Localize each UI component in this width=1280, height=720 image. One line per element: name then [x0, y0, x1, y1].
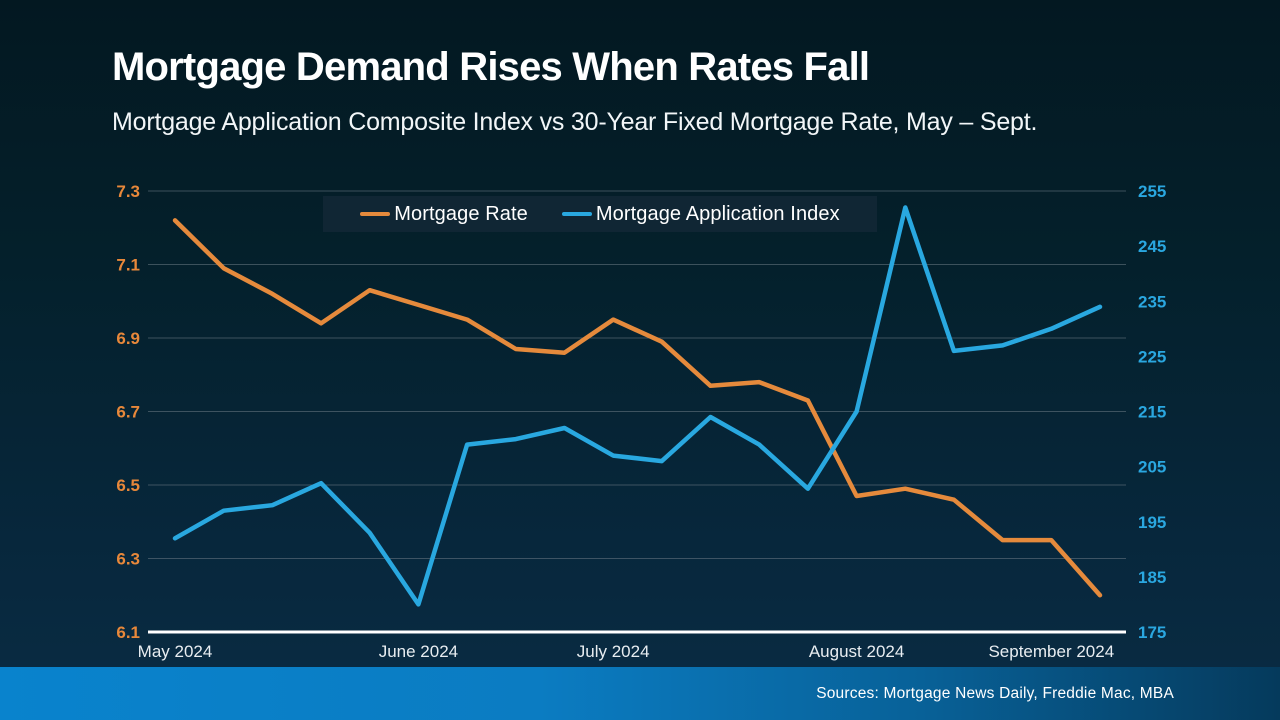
y-axis-left-tick-label: 6.9 — [116, 329, 140, 348]
y-axis-left-tick-label: 7.1 — [116, 256, 140, 275]
legend-item-mortgage-rate: Mortgage Rate — [360, 203, 528, 226]
x-axis-tick-label: June 2024 — [379, 642, 458, 661]
source-bar: Sources: Mortgage News Daily, Freddie Ma… — [0, 667, 1280, 720]
legend-label-mortgage-application-index: Mortgage Application Index — [595, 202, 840, 225]
y-axis-left-tick-label: 7.3 — [116, 182, 140, 201]
y-axis-right-tick-label: 205 — [1138, 458, 1166, 477]
mortgage-rate-line — [172, 218, 1103, 598]
x-axis-tick-label: May 2024 — [138, 642, 213, 661]
y-axis-right-tick-label: 195 — [1138, 513, 1166, 532]
y-axis-left-tick-label: 6.5 — [116, 476, 140, 495]
y-axis-left-tick-label: 6.7 — [116, 403, 140, 422]
x-axis-tick-label: July 2024 — [577, 642, 650, 661]
chart-legend: Mortgage Rate Mortgage Application Index — [323, 196, 877, 232]
y-axis-right-tick-label: 245 — [1138, 237, 1166, 256]
line-chart: 7.3 7.1 6.9 6.7 6.5 6.3 6.1 255 245 235 225 215 205 1… — [116, 182, 1166, 661]
y-axis-right-tick-label: 255 — [1138, 182, 1166, 201]
mortgage-rate-line-swatch — [360, 211, 391, 217]
x-axis-tick-label: August 2024 — [809, 642, 904, 661]
y-axis-right-tick-label: 175 — [1138, 623, 1166, 642]
source-note: Sources: Mortgage News Daily, Freddie Ma… — [816, 684, 1174, 702]
mortgage-application-index-line — [172, 205, 1103, 607]
y-axis-right-tick-label: 235 — [1138, 292, 1166, 311]
x-axis-tick-label: September 2024 — [988, 642, 1114, 661]
page-subtitle: Mortgage Application Composite Index vs … — [112, 108, 1038, 136]
legend-item-mortgage-application-index: Mortgage Application Index — [561, 202, 840, 226]
y-axis-left-tick-label: 6.3 — [116, 550, 140, 569]
y-axis-left-tick-label: 6.1 — [116, 623, 140, 642]
y-axis-right-tick-label: 225 — [1138, 347, 1166, 366]
mortgage-application-index-line-swatch — [561, 211, 592, 217]
page-title: Mortgage Demand Rises When Rates Fall — [112, 45, 870, 89]
y-axis-right-tick-label: 185 — [1138, 568, 1166, 587]
y-axis-right-tick-label: 215 — [1138, 403, 1166, 422]
legend-label-mortgage-rate: Mortgage Rate — [394, 202, 528, 225]
